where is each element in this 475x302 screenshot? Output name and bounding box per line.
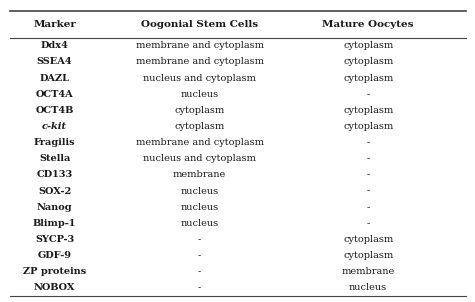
- Text: cytoplasm: cytoplasm: [174, 122, 225, 131]
- Text: -: -: [198, 251, 201, 260]
- Text: nucleus: nucleus: [349, 283, 387, 292]
- Text: nucleus and cytoplasm: nucleus and cytoplasm: [143, 74, 256, 82]
- Text: Blimp-1: Blimp-1: [33, 219, 76, 228]
- Text: SYCP-3: SYCP-3: [35, 235, 74, 244]
- Text: cytoplasm: cytoplasm: [343, 122, 393, 131]
- Text: nucleus: nucleus: [180, 219, 218, 228]
- Text: Ddx4: Ddx4: [41, 41, 68, 50]
- Text: membrane and cytoplasm: membrane and cytoplasm: [135, 41, 264, 50]
- Text: -: -: [367, 187, 370, 196]
- Text: -: -: [367, 170, 370, 179]
- Text: SSEA4: SSEA4: [37, 57, 72, 66]
- Text: nucleus and cytoplasm: nucleus and cytoplasm: [143, 154, 256, 163]
- Text: -: -: [367, 219, 370, 228]
- Text: membrane and cytoplasm: membrane and cytoplasm: [135, 57, 264, 66]
- Text: Mature Oocytes: Mature Oocytes: [323, 20, 414, 29]
- Text: nucleus: nucleus: [180, 90, 218, 99]
- Text: ZP proteins: ZP proteins: [23, 267, 86, 276]
- Text: cytoplasm: cytoplasm: [174, 106, 225, 115]
- Text: SOX-2: SOX-2: [38, 187, 71, 196]
- Text: CD133: CD133: [37, 170, 73, 179]
- Text: nucleus: nucleus: [180, 203, 218, 212]
- Text: cytoplasm: cytoplasm: [343, 57, 393, 66]
- Text: Oogonial Stem Cells: Oogonial Stem Cells: [141, 20, 258, 29]
- Text: Stella: Stella: [39, 154, 70, 163]
- Text: OCT4A: OCT4A: [36, 90, 74, 99]
- Text: Nanog: Nanog: [37, 203, 72, 212]
- Text: -: -: [367, 90, 370, 99]
- Text: membrane and cytoplasm: membrane and cytoplasm: [135, 138, 264, 147]
- Text: cytoplasm: cytoplasm: [343, 74, 393, 82]
- Text: membrane: membrane: [173, 170, 226, 179]
- Text: nucleus: nucleus: [180, 187, 218, 196]
- Text: Fragilis: Fragilis: [34, 138, 76, 147]
- Text: cytoplasm: cytoplasm: [343, 235, 393, 244]
- Text: -: -: [367, 154, 370, 163]
- Text: membrane: membrane: [342, 267, 395, 276]
- Text: cytoplasm: cytoplasm: [343, 106, 393, 115]
- Text: OCT4B: OCT4B: [36, 106, 74, 115]
- Text: GDF-9: GDF-9: [38, 251, 72, 260]
- Text: NOBOX: NOBOX: [34, 283, 76, 292]
- Text: DAZL: DAZL: [39, 74, 70, 82]
- Text: c-kit: c-kit: [42, 122, 67, 131]
- Text: -: -: [198, 267, 201, 276]
- Text: cytoplasm: cytoplasm: [343, 41, 393, 50]
- Text: cytoplasm: cytoplasm: [343, 251, 393, 260]
- Text: -: -: [367, 138, 370, 147]
- Text: -: -: [367, 203, 370, 212]
- Text: Marker: Marker: [33, 20, 76, 29]
- Text: -: -: [198, 283, 201, 292]
- Text: -: -: [198, 235, 201, 244]
